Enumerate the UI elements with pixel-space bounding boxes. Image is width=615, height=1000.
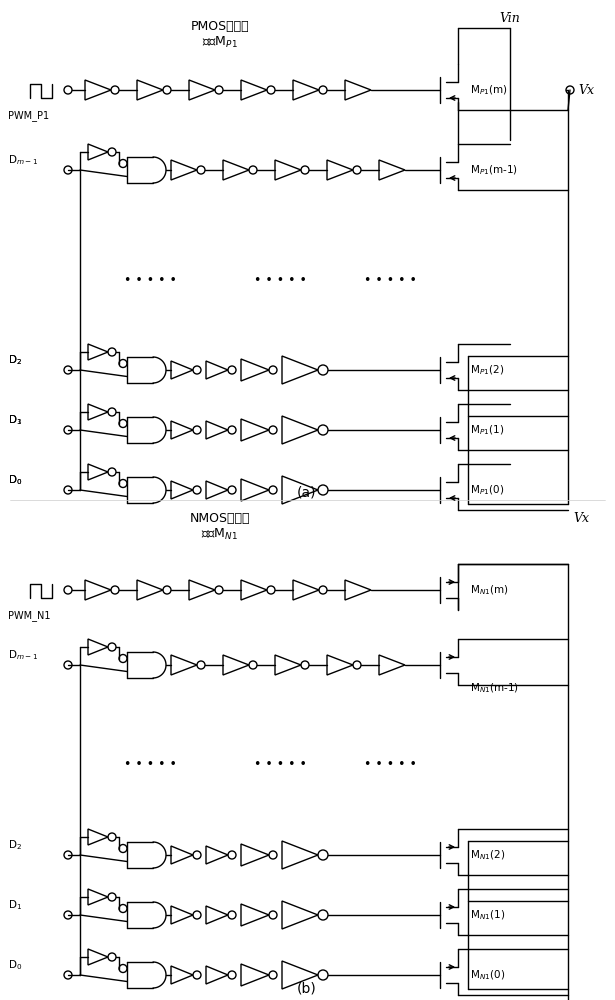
Text: PWM_P1: PWM_P1 xyxy=(8,110,49,121)
Text: M$_{N1}$(1): M$_{N1}$(1) xyxy=(470,908,505,922)
Text: PMOS功率开
关管M$_{P1}$: PMOS功率开 关管M$_{P1}$ xyxy=(191,20,249,50)
Text: (a): (a) xyxy=(297,485,317,499)
Text: Vx: Vx xyxy=(573,512,589,525)
Text: • • • • •: • • • • • xyxy=(363,273,416,286)
Text: M$_{N1}$(0): M$_{N1}$(0) xyxy=(470,968,505,982)
Text: D$_3$: D$_3$ xyxy=(8,413,22,427)
Text: M$_{N1}$(m): M$_{N1}$(m) xyxy=(470,583,509,597)
Text: (b): (b) xyxy=(297,981,317,995)
Text: M$_{P1}$(m-1): M$_{P1}$(m-1) xyxy=(470,163,518,177)
Text: M$_{P1}$(m): M$_{P1}$(m) xyxy=(470,83,507,97)
Text: • • • • •: • • • • • xyxy=(124,273,177,286)
Text: M$_{P1}$(1): M$_{P1}$(1) xyxy=(470,423,504,437)
Text: D$_2$: D$_2$ xyxy=(8,838,22,852)
Text: D$_1$: D$_1$ xyxy=(8,898,22,912)
Text: D$_1$: D$_1$ xyxy=(8,413,22,427)
Text: D$_2$: D$_2$ xyxy=(8,353,22,367)
Text: D$_2$: D$_2$ xyxy=(8,353,22,367)
Text: D$_0$: D$_0$ xyxy=(8,958,22,972)
Text: Vin: Vin xyxy=(499,12,520,25)
Text: D$_0$: D$_0$ xyxy=(8,473,22,487)
Text: M$_{N1}$(2): M$_{N1}$(2) xyxy=(470,848,505,862)
Text: M$_{P1}$(0): M$_{P1}$(0) xyxy=(470,483,504,497)
Text: PWM_N1: PWM_N1 xyxy=(8,610,50,621)
Text: • • • • •: • • • • • xyxy=(124,758,177,772)
Text: • • • • •: • • • • • xyxy=(363,758,416,772)
Text: M$_{N1}$(m-1): M$_{N1}$(m-1) xyxy=(470,681,519,695)
Text: Vx: Vx xyxy=(578,84,594,97)
Text: D$_{m-1}$: D$_{m-1}$ xyxy=(8,153,38,167)
Text: M$_{P1}$(2): M$_{P1}$(2) xyxy=(470,363,504,377)
Text: • • • • •: • • • • • xyxy=(253,758,306,772)
Text: D$_0$: D$_0$ xyxy=(8,473,22,487)
Text: • • • • •: • • • • • xyxy=(253,273,306,286)
Text: D$_{m-1}$: D$_{m-1}$ xyxy=(8,648,38,662)
Text: NMOS功率开
关管M$_{N1}$: NMOS功率开 关管M$_{N1}$ xyxy=(190,512,250,542)
